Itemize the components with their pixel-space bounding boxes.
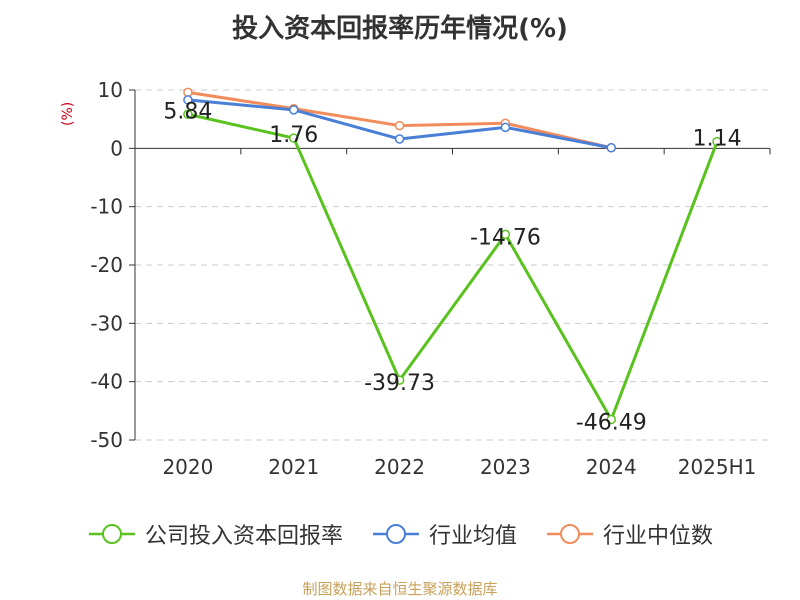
data-label: -14.76: [470, 225, 541, 250]
y-tick-label: -10: [90, 195, 123, 219]
data-label: 5.84: [163, 99, 212, 124]
legend-line-circle-icon: [547, 524, 593, 544]
legend-label: 公司投入资本回报率: [144, 524, 343, 549]
chart-legend: 公司投入资本回报率 行业均值 行业中位数: [0, 518, 800, 550]
x-tick-label: 2020: [162, 455, 213, 479]
data-label: 1.14: [693, 127, 742, 152]
data-point: [606, 143, 616, 153]
x-tick-label: 2024: [586, 455, 637, 479]
y-tick-label: -40: [90, 370, 123, 394]
y-tick-label: -50: [90, 428, 123, 452]
x-tick-label: 2025H1: [678, 455, 757, 479]
legend-item-2[interactable]: 行业均值: [371, 518, 517, 550]
y-tick-label: -30: [90, 311, 123, 335]
legend-label: 行业中位数: [603, 524, 714, 549]
y-tick-label: -20: [90, 253, 123, 277]
x-tick-label: 2022: [374, 455, 425, 479]
legend-item-3[interactable]: 行业中位数: [545, 518, 713, 550]
data-point: [606, 414, 616, 425]
data-point: [289, 133, 299, 143]
x-tick-label: 2021: [268, 455, 319, 479]
data-label: -39.73: [364, 371, 435, 396]
data-point: [500, 229, 511, 240]
data-point: [394, 120, 405, 131]
chart-title: 投入资本回报率历年情况(%): [232, 14, 568, 44]
data-source-note: 制图数据来自恒生聚源数据库: [302, 580, 498, 598]
legend-item-1[interactable]: 公司投入资本回报率: [87, 518, 343, 550]
series-line-1: [187, 112, 719, 422]
data-point: [712, 136, 722, 147]
legend-line-circle-icon: [372, 524, 419, 544]
x-tick-label: 2023: [480, 455, 531, 479]
data-point: [394, 375, 405, 385]
data-point: [183, 95, 193, 105]
data-point: [183, 87, 193, 98]
data-point: [183, 109, 193, 120]
y-tick-label: 10: [98, 78, 123, 102]
y-tick-label: 0: [110, 136, 123, 160]
legend-label: 行业均值: [428, 524, 517, 549]
data-point: [289, 105, 299, 115]
data-label: -46.49: [576, 411, 647, 436]
data-point: [500, 122, 511, 133]
legend-line-circle-icon: [88, 524, 135, 544]
data-label: 1.76: [269, 123, 318, 148]
data-point: [394, 134, 405, 144]
